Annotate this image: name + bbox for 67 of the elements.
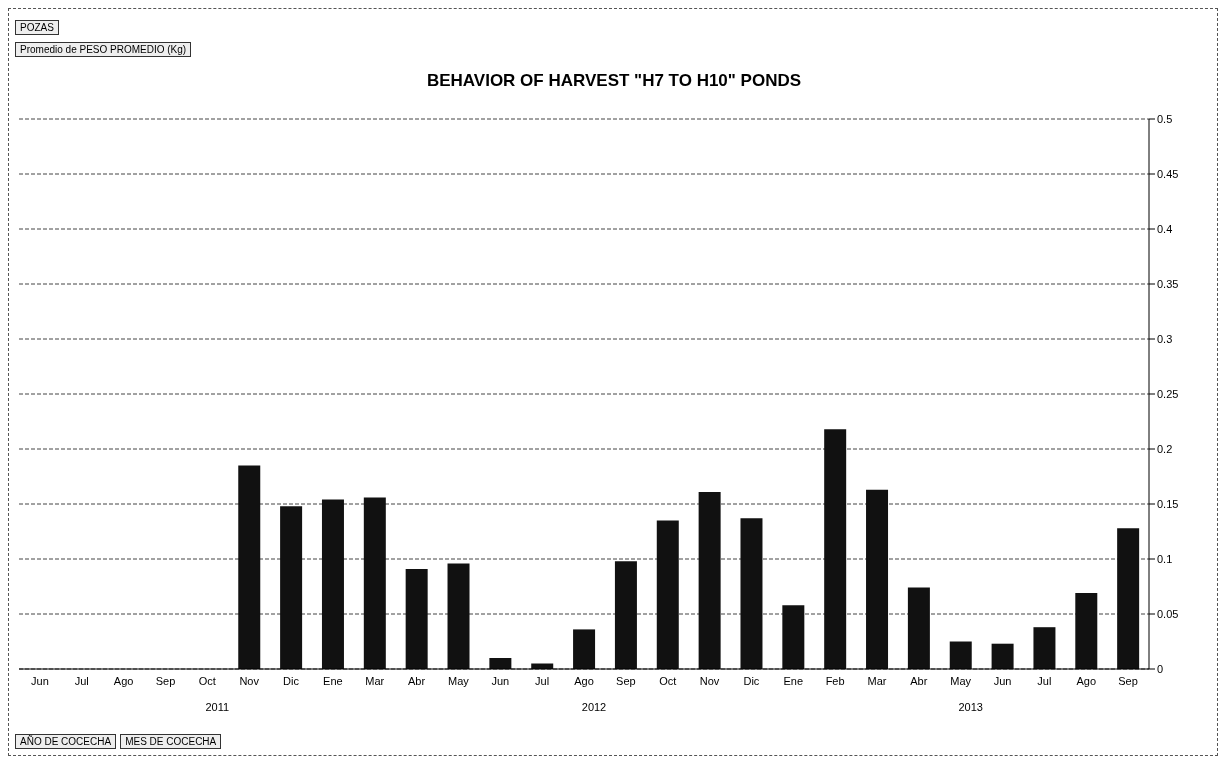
bar: [907, 587, 930, 669]
y-tick-label: 0.4: [1157, 222, 1173, 235]
x-tick-label: Abr: [408, 674, 426, 687]
x-tick-label: Mar: [365, 674, 385, 687]
x-tick-label: Oct: [198, 674, 216, 687]
bar: [1075, 593, 1098, 669]
bar: [238, 465, 261, 669]
y-tick-label: 0: [1157, 662, 1164, 675]
x-tick-label: Oct: [659, 674, 677, 687]
x-tick-label: Feb: [825, 674, 845, 687]
x-tick-label: Ago: [1076, 674, 1097, 687]
x-tick-label: Nov: [699, 674, 720, 687]
bar: [405, 568, 428, 669]
y-tick-label: 0.25: [1157, 387, 1179, 400]
y-tick-label: 0.2: [1157, 442, 1173, 455]
bar: [447, 563, 470, 669]
bar: [280, 506, 303, 669]
x-tick-label: Jul: [74, 674, 89, 687]
bar: [824, 429, 847, 669]
chart-title: BEHAVIOR OF HARVEST "H7 TO H10" PONDS: [425, 71, 803, 91]
y-tick-label: 0.35: [1157, 277, 1179, 290]
bar: [949, 641, 972, 669]
x-tick-label: Ago: [113, 674, 134, 687]
x-tick-label: Sep: [616, 674, 636, 687]
y-tick-label: 0.3: [1157, 332, 1173, 345]
x-tick-label: Mar: [867, 674, 887, 687]
text: MES DE COCECHA: [120, 734, 222, 749]
x-tick-label: Sep: [1118, 674, 1138, 687]
text: POZAS: [15, 20, 59, 35]
bar: [866, 489, 889, 669]
y-tick-label: 0.1: [1157, 552, 1173, 565]
x-tick-label: Ene: [323, 674, 343, 687]
x-tick-label: Abr: [910, 674, 928, 687]
bar: [656, 520, 679, 669]
text: AÑO DE COCECHA: [15, 734, 117, 749]
x-tick-label: May: [448, 674, 470, 687]
x-tick-label: Jun: [491, 674, 510, 687]
y-tick-label: 0.5: [1157, 112, 1173, 125]
bar: [991, 643, 1014, 669]
bar: [363, 497, 386, 669]
x-tick-label: Dic: [283, 674, 300, 687]
x-tick-label: Jun: [31, 674, 49, 687]
bar: [1117, 528, 1140, 669]
x-tick-label: Ene: [783, 674, 804, 687]
text: 2013: [957, 701, 984, 713]
x-tick-label: Jun: [993, 674, 1012, 687]
bar: [698, 491, 721, 669]
x-tick-label: Jul: [1037, 674, 1052, 687]
bar: [1033, 627, 1056, 669]
text: 2012: [580, 701, 608, 713]
bar: [782, 605, 805, 669]
bar: [573, 629, 596, 669]
y-tick-label: 0.45: [1157, 167, 1179, 180]
x-tick-label: Ago: [574, 674, 594, 687]
x-tick-label: May: [950, 674, 972, 687]
y-tick-label: 0.15: [1157, 497, 1179, 510]
x-tick-label: Sep: [155, 674, 176, 687]
x-tick-label: Jul: [535, 674, 550, 687]
text: 2011: [204, 701, 231, 713]
x-tick-label: Dic: [743, 674, 760, 687]
y-tick-label: 0.05: [1157, 607, 1179, 620]
text: Promedio de PESO PROMEDIO (Kg): [15, 42, 192, 57]
bar: [614, 561, 637, 669]
x-tick-label: Nov: [239, 674, 260, 687]
bar: [489, 658, 512, 669]
bar: [740, 518, 763, 669]
bar: [321, 499, 344, 669]
